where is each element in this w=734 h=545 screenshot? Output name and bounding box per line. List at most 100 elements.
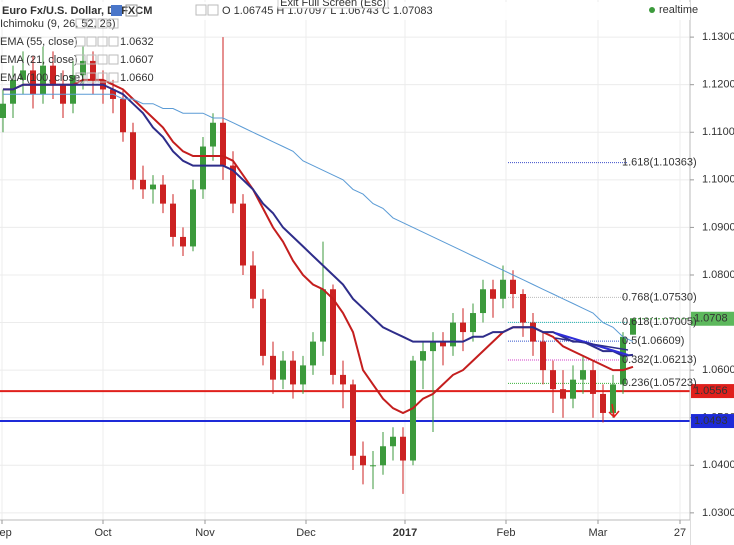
candle-body xyxy=(190,189,196,247)
candle-body xyxy=(510,279,516,295)
candle-body xyxy=(150,184,156,190)
candle-body xyxy=(490,289,496,299)
candle-body xyxy=(530,322,536,342)
status-dot xyxy=(649,7,655,13)
candle-body xyxy=(560,389,566,399)
candle-body xyxy=(120,98,126,133)
candle-body xyxy=(600,393,606,413)
candle-body xyxy=(50,65,56,85)
candle-body xyxy=(470,313,476,333)
candle-body xyxy=(320,289,326,342)
time-axis xyxy=(0,520,690,545)
status: realtime xyxy=(659,4,698,16)
candle-body xyxy=(70,75,76,104)
candle-body xyxy=(270,355,276,380)
candle-body xyxy=(440,341,446,347)
legend-value: 1.0607 xyxy=(120,54,154,66)
candle-body xyxy=(280,360,286,380)
y-tick-label: 1.1100 xyxy=(702,126,734,138)
candle-body xyxy=(540,341,546,371)
candle-body xyxy=(10,79,16,104)
icon xyxy=(207,4,219,16)
candle-body xyxy=(410,360,416,461)
candle-body xyxy=(300,365,306,385)
candle-body xyxy=(400,436,406,461)
legend-icon xyxy=(108,18,119,29)
icon xyxy=(195,4,207,16)
candle-body xyxy=(40,65,46,95)
axes: 1.03001.04001.05001.06001.07001.08001.09… xyxy=(0,31,734,539)
candle-body xyxy=(330,289,336,375)
candle-body xyxy=(220,122,226,166)
fib-label: 0.768(1.07530) xyxy=(622,291,697,303)
legend: Ichimoku (9, 26, 52, 26)EMA (55, close) 1… xyxy=(0,18,154,84)
y-tick-label: 1.0300 xyxy=(702,507,734,519)
candle-body xyxy=(170,203,176,237)
y-tick-label: 1.0800 xyxy=(702,269,734,281)
x-tick-label: 27 xyxy=(674,527,686,539)
y-tick-label: 1.0900 xyxy=(702,221,734,233)
fib-label: 1.618(1.10363) xyxy=(622,156,697,168)
x-tick-label: Oct xyxy=(94,527,111,539)
candle-body xyxy=(620,336,626,385)
fib-label: 0.618(1.07005) xyxy=(622,316,697,328)
candle-body xyxy=(450,322,456,347)
y-tick-label: 1.1000 xyxy=(702,174,734,186)
legend-icon xyxy=(97,36,108,47)
x-tick-label: 2017 xyxy=(393,527,417,539)
candle-body xyxy=(630,318,636,335)
icon xyxy=(125,4,138,17)
y-tick-label: 1.0600 xyxy=(702,364,734,376)
candle-body xyxy=(240,203,246,266)
symbol-title: Euro Fx/U.S. Dollar, D, FXCM xyxy=(2,5,152,17)
legend-value: 1.0632 xyxy=(120,36,154,48)
legend-icon xyxy=(86,36,97,47)
legend-icon xyxy=(97,54,108,65)
candle-body xyxy=(200,146,206,190)
y-tick-label: 1.1300 xyxy=(702,31,734,43)
candle-body xyxy=(230,165,236,204)
candle-body xyxy=(0,103,6,118)
legend-value: 1.0660 xyxy=(120,72,154,84)
icon xyxy=(111,5,122,16)
candle-body xyxy=(140,179,146,190)
candle-body xyxy=(90,60,96,80)
candle-body xyxy=(340,374,346,385)
candle-body xyxy=(570,379,576,399)
candle-body xyxy=(460,322,466,333)
legend-icon xyxy=(75,54,86,65)
arrow xyxy=(608,403,620,419)
price-badge-label: 1.0556 xyxy=(694,385,728,397)
grid xyxy=(0,0,690,520)
candle-body xyxy=(590,370,596,394)
price-badge xyxy=(691,384,734,399)
legend-icon xyxy=(97,18,108,29)
trend-line xyxy=(554,337,629,351)
candle-body xyxy=(80,60,86,76)
candle-body xyxy=(520,294,526,323)
y-tick-label: 1.0400 xyxy=(702,459,734,471)
candle-body xyxy=(500,279,506,299)
price-badge xyxy=(691,414,734,429)
legend-icon xyxy=(75,18,86,29)
candle-body xyxy=(290,360,296,385)
candle-body xyxy=(390,436,396,447)
legend-icon xyxy=(108,54,119,65)
tooltip xyxy=(277,0,389,9)
price-badge xyxy=(691,311,734,326)
x-tick-label: Sep xyxy=(0,527,12,539)
candle-body xyxy=(160,184,166,204)
candle-body xyxy=(380,446,386,466)
x-tick-label: Dec xyxy=(296,527,316,539)
candle-body xyxy=(370,465,376,467)
candle-body xyxy=(610,384,616,413)
fib-label: 0.382(1.06213) xyxy=(622,354,697,366)
candle-body xyxy=(20,70,26,80)
ema-line xyxy=(3,93,634,343)
legend-icon xyxy=(75,36,86,47)
x-tick-label: Mar xyxy=(589,527,608,539)
candle-body xyxy=(580,370,586,380)
plot xyxy=(0,37,690,494)
legend-icon xyxy=(108,72,119,83)
candle-body xyxy=(130,132,136,180)
